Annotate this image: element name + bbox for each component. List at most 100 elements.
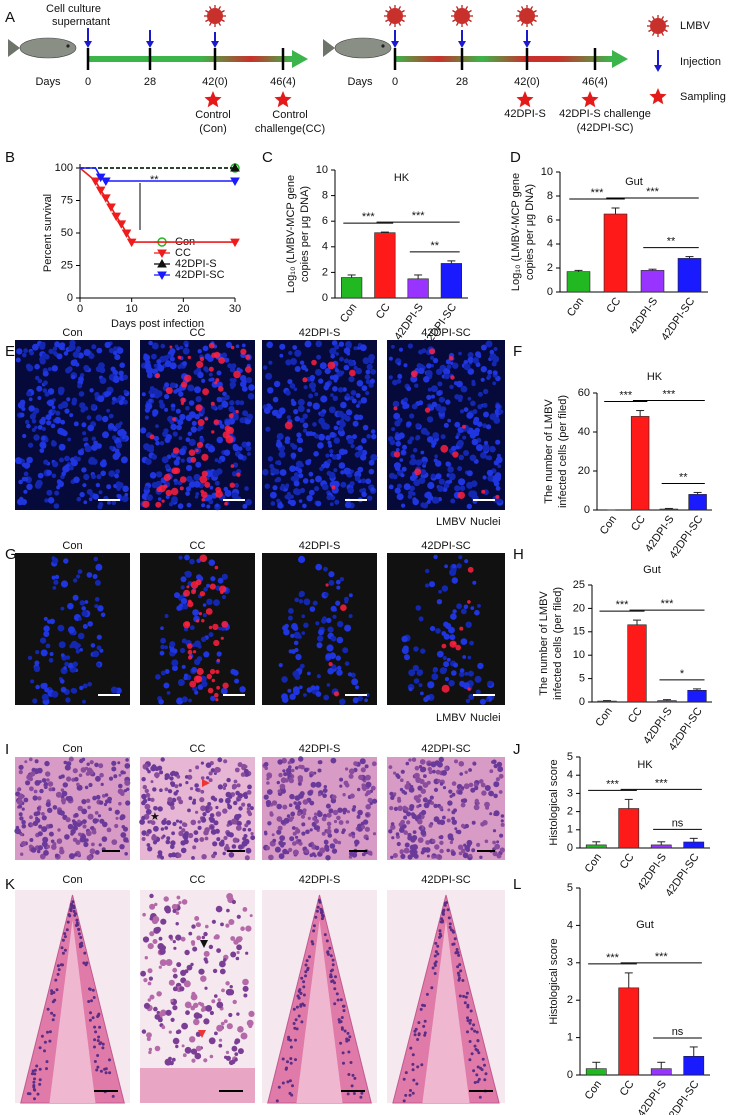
nucleus [290,633,295,639]
nucleus [279,343,286,350]
nucleus [28,397,33,402]
cell [37,831,43,837]
nucleus [81,606,86,611]
nucleus [287,379,293,385]
cell [162,834,166,838]
nucleus [202,603,207,607]
nucleus [368,459,375,466]
nucleus [191,420,197,426]
cell [359,1095,363,1099]
cell [349,851,354,856]
cell [120,832,127,838]
cell [33,1072,37,1076]
cell [33,1097,36,1101]
y-tick-label: 2 [547,262,553,274]
sampling-star [274,91,292,108]
sample-label: challenge(CC) [255,123,325,135]
nucleus [70,459,78,467]
lmbv-signal [199,554,208,563]
nucleus [361,449,368,456]
image-label: Con [62,874,82,886]
cell [191,924,196,929]
cell [190,993,198,1001]
nucleus [336,636,344,644]
nucleus [468,694,475,700]
cell [192,946,198,952]
nucleus [115,481,121,487]
cell [266,777,270,781]
image-bg [262,340,377,510]
cell [438,756,444,763]
cell [79,836,86,843]
lmbv-signal [172,417,176,421]
nucleus [316,674,321,679]
villus-core [49,920,96,1103]
cell [210,825,214,830]
cell [433,964,437,967]
cell [400,778,404,782]
nucleus [216,468,223,475]
nucleus [279,469,287,476]
cell [308,842,313,848]
cell [80,767,87,773]
nucleus [186,502,192,508]
cell [85,961,89,965]
cell [476,842,481,848]
legend-marker [157,249,167,259]
nucleus [406,421,412,427]
nucleus [239,417,246,424]
cell [30,823,34,827]
cell [455,948,459,951]
cell [361,783,366,788]
cell [215,805,219,810]
nucleus [315,475,322,483]
nucleus [355,685,360,690]
cell [214,994,218,998]
cell [269,811,273,815]
nucleus [340,470,345,475]
micrograph [140,340,255,511]
cell [449,928,453,932]
nucleus [306,408,311,413]
cell [171,1057,176,1062]
cell [208,1037,216,1045]
cell [37,845,44,851]
cell [314,845,320,851]
nucleus [465,621,472,628]
nucleus [328,443,333,448]
nucleus [287,688,292,693]
nucleus [389,439,396,446]
significance: * [680,668,685,680]
nucleus [122,399,128,405]
nucleus [52,351,58,356]
lmbv-signal [201,498,205,502]
cell [228,919,235,925]
cell [17,788,21,792]
nucleus [78,376,84,383]
nucleus [213,599,220,606]
nucleus [92,574,98,579]
cell [83,951,87,955]
cell [150,780,154,784]
nucleus [409,460,415,465]
cell [91,842,95,847]
cell [25,780,31,786]
cell [438,929,442,933]
nucleus [200,636,207,642]
cell [411,1053,415,1057]
cell [429,795,434,800]
nucleus [34,425,38,430]
nucleus [170,423,177,431]
nucleus [65,655,71,660]
cell [150,820,156,825]
nucleus [221,573,228,580]
nucleus [319,466,324,471]
nucleus [366,363,373,370]
cell [340,1026,344,1030]
nucleus [418,400,424,406]
cell [187,808,191,813]
timeline-label: 42(0) [514,76,540,88]
cell [339,777,344,782]
cell [459,772,464,776]
cell [492,829,497,833]
